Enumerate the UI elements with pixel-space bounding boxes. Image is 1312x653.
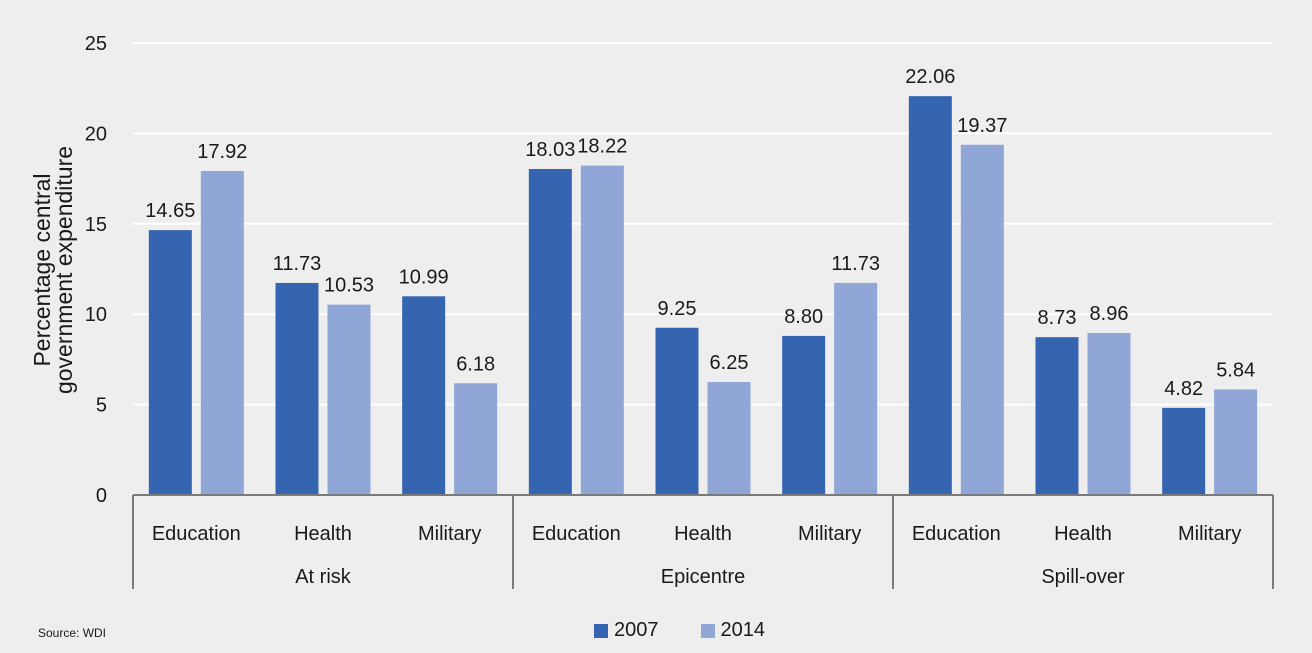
x-group-label: At risk	[295, 566, 352, 588]
data-label-2014: 19.37	[957, 115, 1007, 137]
legend-item-2014: 2014	[700, 619, 766, 642]
data-label-2014: 11.73	[831, 253, 880, 275]
data-label-2014: 8.96	[1090, 303, 1129, 325]
x-category-label: Education	[532, 523, 621, 545]
data-label-2014: 18.22	[577, 136, 627, 158]
x-category-label: Health	[674, 523, 732, 545]
data-label-2007: 4.82	[1164, 378, 1203, 400]
y-tick-label: 10	[85, 304, 107, 326]
bar-2007	[782, 335, 826, 495]
bar-2014	[707, 382, 751, 495]
bar-2007	[655, 327, 699, 495]
data-label-2007: 11.73	[273, 253, 322, 275]
data-label-2007: 8.80	[784, 306, 823, 328]
x-category-label: Education	[152, 523, 241, 545]
bar-2007	[275, 282, 319, 495]
data-label-2007: 10.99	[399, 266, 449, 288]
legend-swatch-2007	[594, 623, 608, 638]
data-label-2014: 10.53	[324, 275, 374, 297]
bar-2014	[327, 304, 371, 495]
x-category-label: Military	[418, 523, 481, 545]
bar-2014	[454, 383, 498, 495]
data-label-2007: 14.65	[145, 200, 195, 222]
x-category-label: Health	[294, 523, 352, 545]
data-label-2007: 8.73	[1038, 307, 1077, 329]
data-label-2014: 17.92	[197, 141, 247, 163]
y-axis-title-line: Percentage central	[29, 173, 55, 366]
y-tick-label: 0	[96, 485, 107, 507]
source-note: Source: WDI	[38, 626, 107, 640]
bar-2014	[960, 144, 1004, 495]
bar-2014	[1087, 333, 1131, 495]
y-tick-label: 25	[85, 33, 107, 55]
y-tick-label: 5	[96, 395, 107, 417]
x-category-label: Health	[1054, 523, 1112, 545]
data-label-2014: 6.25	[710, 352, 749, 374]
x-category-label: Military	[1178, 523, 1241, 545]
legend-item-2007: 2007	[594, 619, 659, 642]
bar-2007	[1162, 407, 1206, 495]
data-label-2007: 18.03	[525, 139, 575, 161]
y-axis-title-line: government expenditure	[51, 146, 77, 394]
y-tick-label: 15	[85, 214, 107, 236]
data-label-2014: 5.84	[1216, 359, 1255, 381]
bar-2007	[908, 96, 952, 495]
bar-2007	[1035, 337, 1079, 495]
x-group-label: Spill-over	[1041, 566, 1125, 588]
legend-label-2007: 2007	[614, 619, 659, 641]
bar-2007	[402, 296, 446, 495]
data-label-2007: 22.06	[905, 66, 955, 88]
bar-2014	[834, 282, 878, 495]
bar-2014	[200, 171, 244, 495]
legend: 2007 2014	[594, 619, 807, 642]
bar-2007	[148, 230, 192, 496]
y-axis-title: Percentage centralgovernment expenditure	[29, 146, 77, 394]
y-tick-label: 20	[85, 123, 107, 145]
bar-2014	[1214, 389, 1258, 495]
x-category-label: Military	[798, 523, 861, 545]
x-category-label: Education	[912, 523, 1001, 545]
bar-2007	[528, 169, 572, 496]
data-label-2007: 9.25	[658, 298, 697, 320]
bar-2014	[580, 165, 624, 495]
data-label-2014: 6.18	[456, 353, 495, 375]
legend-label-2014: 2014	[720, 619, 766, 641]
legend-swatch-2014	[700, 623, 715, 638]
x-group-label: Epicentre	[661, 566, 746, 588]
